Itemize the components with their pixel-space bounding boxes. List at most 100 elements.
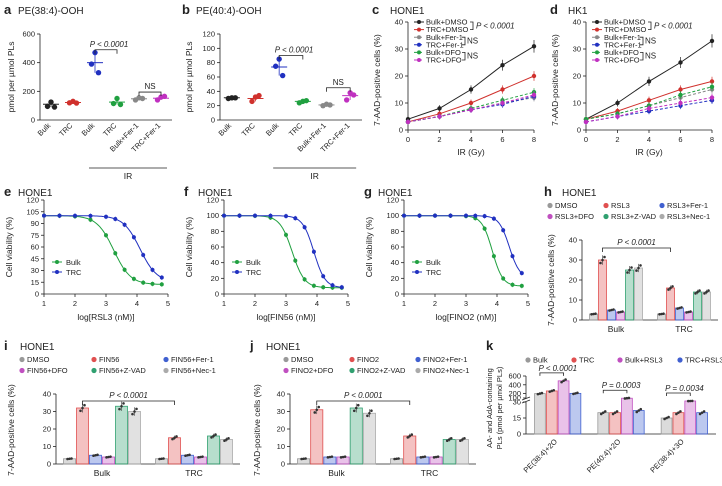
bar <box>220 439 233 465</box>
data-point <box>531 92 537 98</box>
chart-panel-k: k Bulk TRC Bulk+RSL3 TRC+RSL3 0 15 301002004006… <box>485 338 722 475</box>
fit-curve <box>224 215 344 289</box>
data-point <box>646 98 652 103</box>
data-point <box>330 283 335 288</box>
legend-marker <box>417 42 421 47</box>
replicate-point <box>214 433 217 436</box>
replicate-point <box>599 412 603 416</box>
significance-label: P < 0.0001 <box>109 391 148 400</box>
significance-bracket <box>648 21 652 30</box>
significance-bracket <box>666 392 691 396</box>
bar <box>609 412 621 435</box>
data-point <box>104 233 108 238</box>
panel-label: k <box>486 338 494 353</box>
axis-break-mark <box>521 396 531 401</box>
legend-marker <box>417 27 421 32</box>
legend-marker <box>415 356 421 363</box>
y-tick-label: 60 <box>31 243 39 252</box>
legend-label: FINO2 <box>357 355 379 364</box>
x-tick-label: 4 <box>135 299 139 308</box>
y-tick-label: 40 <box>569 236 577 245</box>
replicate-point <box>560 380 563 384</box>
replicate-point <box>210 436 213 439</box>
bar <box>76 407 89 465</box>
data-point <box>303 97 310 104</box>
replicate-point <box>621 310 624 313</box>
data-point <box>311 249 316 254</box>
y-tick-label: 10 <box>43 442 51 451</box>
bar <box>696 412 708 435</box>
replicate-point <box>702 410 706 413</box>
x-tick-label: 6 <box>500 135 504 144</box>
legend-label: TRC <box>579 356 595 365</box>
data-point <box>583 119 589 125</box>
legend-label: Bulk+DMSO <box>604 18 646 27</box>
data-point <box>249 98 255 105</box>
y-tick-label: 40 <box>573 18 581 27</box>
data-point <box>405 119 411 125</box>
significance-label: P = 0.0034 <box>665 384 704 393</box>
replicate-point <box>617 311 620 314</box>
y-tick-label: 120 <box>206 196 219 205</box>
data-point <box>482 214 487 219</box>
y-tick-label: 90 <box>31 219 39 228</box>
legend-marker <box>19 367 25 374</box>
y-axis-label: 7-AAD-positive cells (%) <box>550 34 560 126</box>
legend-label: FINO2+DFO <box>291 366 333 375</box>
data-point <box>117 101 124 108</box>
legend-label: TRC <box>246 268 262 277</box>
data-point <box>615 100 620 106</box>
y-tick-label: 80 <box>391 227 399 236</box>
x-tick-label: 3 <box>104 299 108 308</box>
replicate-point <box>131 412 134 416</box>
legend-label: TRC+RSL3 <box>685 356 722 365</box>
replicate-point <box>626 271 629 274</box>
replicate-point <box>406 436 410 439</box>
chart-panel-a: a PE(38:4)-OOH 0 200 400 600 pmol per µmol PLs… <box>4 2 172 181</box>
data-point <box>113 216 118 221</box>
bar <box>455 439 469 465</box>
legend-marker <box>571 357 577 363</box>
bar <box>632 410 645 435</box>
data-point <box>482 226 487 231</box>
y-tick-label: 600 <box>508 372 521 381</box>
y-tick-label: 20 <box>207 101 215 110</box>
legend-marker <box>595 20 599 24</box>
x-tick-label: 5 <box>166 299 170 308</box>
x-tick-label: PE(38:4)+3O <box>648 437 686 475</box>
y-axis-label: 7-AAD-positive cells (%) <box>252 384 262 476</box>
replicate-point <box>686 399 690 403</box>
data-point <box>113 251 118 256</box>
replicate-point <box>343 455 347 458</box>
legend-marker <box>617 357 623 363</box>
y-tick-label: 200 <box>508 389 521 398</box>
data-point <box>114 95 120 102</box>
y-axis-label: Cell viability (%) <box>184 217 194 278</box>
data-point <box>646 79 652 84</box>
bar <box>168 437 181 465</box>
data-point <box>311 283 316 288</box>
data-point <box>519 283 524 288</box>
y-tick-label: 100 <box>508 394 521 403</box>
x-tick-label: 1 <box>222 299 226 308</box>
replicate-point <box>603 410 607 413</box>
y-tick-label: 0 <box>399 126 403 135</box>
chart-title: HONE1 <box>18 188 53 199</box>
y-tick-label: 0 <box>211 116 215 125</box>
y-tick-label: 60 <box>207 73 215 82</box>
legend-marker <box>595 27 599 32</box>
y-tick-label: 0 <box>573 316 577 325</box>
y-tick-label: 120 <box>26 196 39 205</box>
legend-marker <box>603 202 609 209</box>
y-tick-label: 10 <box>395 99 403 108</box>
replicate-point <box>671 285 674 288</box>
x-tick-label: 8 <box>532 135 536 144</box>
replicate-point <box>540 391 544 395</box>
data-point <box>284 214 288 219</box>
replicate-point <box>658 313 661 316</box>
replicate-point <box>227 436 230 440</box>
x-tick-label: 1 <box>402 299 406 308</box>
data-point <box>161 93 168 100</box>
y-axis-label: Cell viability (%) <box>4 217 14 278</box>
legend-label: FINO2+Fer-1 <box>423 355 467 364</box>
